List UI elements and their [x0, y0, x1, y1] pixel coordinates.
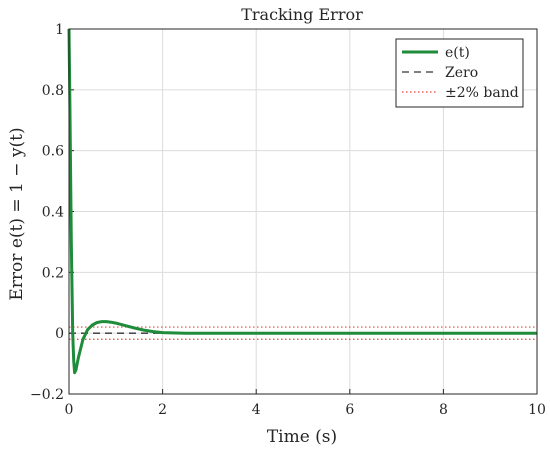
series-layer: [67, 28, 537, 375]
legend-label: e(t): [445, 45, 470, 61]
y-tick-label: 1: [55, 22, 64, 38]
axes-box: [68, 28, 538, 395]
y-tick-label: 0: [55, 326, 64, 342]
x-tick-label: 4: [252, 402, 261, 418]
y-tick-label: 0.2: [42, 265, 64, 281]
x-tick-label: 2: [158, 402, 167, 418]
y-tick-label: 0.8: [42, 83, 64, 99]
error-series-line: [67, 28, 537, 375]
x-tick-label: 0: [65, 402, 74, 418]
x-tick-label: 10: [528, 402, 546, 418]
chart-title: Tracking Error: [241, 5, 363, 24]
legend-label: ±2% band: [445, 85, 519, 101]
x-axis-label: Time (s): [267, 427, 337, 447]
legend-label: Zero: [445, 65, 478, 81]
y-axis-label: Error e(t) = 1 − y(t): [7, 127, 27, 300]
y-tick-label: 0.4: [42, 205, 64, 221]
y-tick-label: −0.2: [30, 387, 64, 403]
x-tick-label: 8: [439, 402, 448, 418]
legend-box: [395, 38, 524, 108]
legend: e(t) Zero ±2% band: [395, 38, 524, 108]
x-tick-label: 6: [345, 402, 354, 418]
y-tick-label: 0.6: [42, 144, 64, 160]
